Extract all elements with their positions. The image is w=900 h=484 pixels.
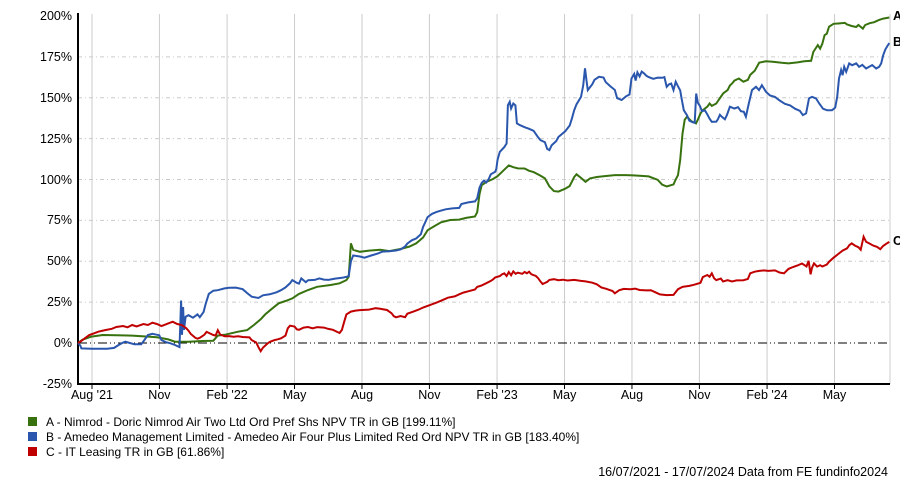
legend-swatch-c [28,447,37,456]
x-axis-label: Aug [620,388,644,402]
legend-swatch-b [28,432,37,441]
y-axis-label: 100% [40,172,72,187]
y-axis-label: 50% [46,254,72,269]
legend-item-b: B - Amedeo Management Limited - Amedeo A… [28,430,579,445]
x-axis-label: Nov [148,388,171,402]
chart-legend: A - Nimrod - Doric Nimrod Air Two Ltd Or… [28,415,579,460]
series-end-label-c: C [893,233,900,248]
y-axis-label: 25% [46,295,72,310]
x-axis-label: Aug '21 [70,388,113,402]
y-axis-label: 75% [46,213,72,228]
x-axis-label: Feb '23 [476,388,518,402]
y-axis-label: -25% [42,376,72,391]
y-axis-label: 0% [53,336,72,350]
legend-item-c: C - IT Leasing TR in GB [61.86%] [28,445,579,460]
x-axis-label: Aug [350,388,374,402]
legend-label-b: B - Amedeo Management Limited - Amedeo A… [46,430,580,444]
y-axis-label: 175% [40,49,72,64]
x-axis-label: May [822,388,847,402]
series-end-label-a: A [893,9,900,24]
data-source-footer: 16/07/2021 - 17/07/2024 Data from FE fun… [598,465,888,479]
x-axis-label: May [282,388,307,402]
series-line-a [77,16,890,344]
x-axis-label: Feb '22 [206,388,248,402]
x-axis-label: Nov [688,388,711,402]
series-end-label-b: B [893,35,900,50]
legend-label-a: A - Nimrod - Doric Nimrod Air Two Ltd Or… [46,415,456,429]
x-axis-label: Feb '24 [746,388,788,402]
series-line-b [77,42,891,350]
x-axis-label: May [552,388,577,402]
legend-label-c: C - IT Leasing TR in GB [61.86%] [46,445,225,459]
y-axis-label: 200% [40,9,72,23]
legend-item-a: A - Nimrod - Doric Nimrod Air Two Ltd Or… [28,415,579,430]
legend-swatch-a [28,417,37,426]
series-line-c [77,233,890,354]
y-axis-label: 150% [40,90,72,105]
x-axis-label: Nov [418,388,441,402]
y-axis-label: 125% [40,131,72,146]
